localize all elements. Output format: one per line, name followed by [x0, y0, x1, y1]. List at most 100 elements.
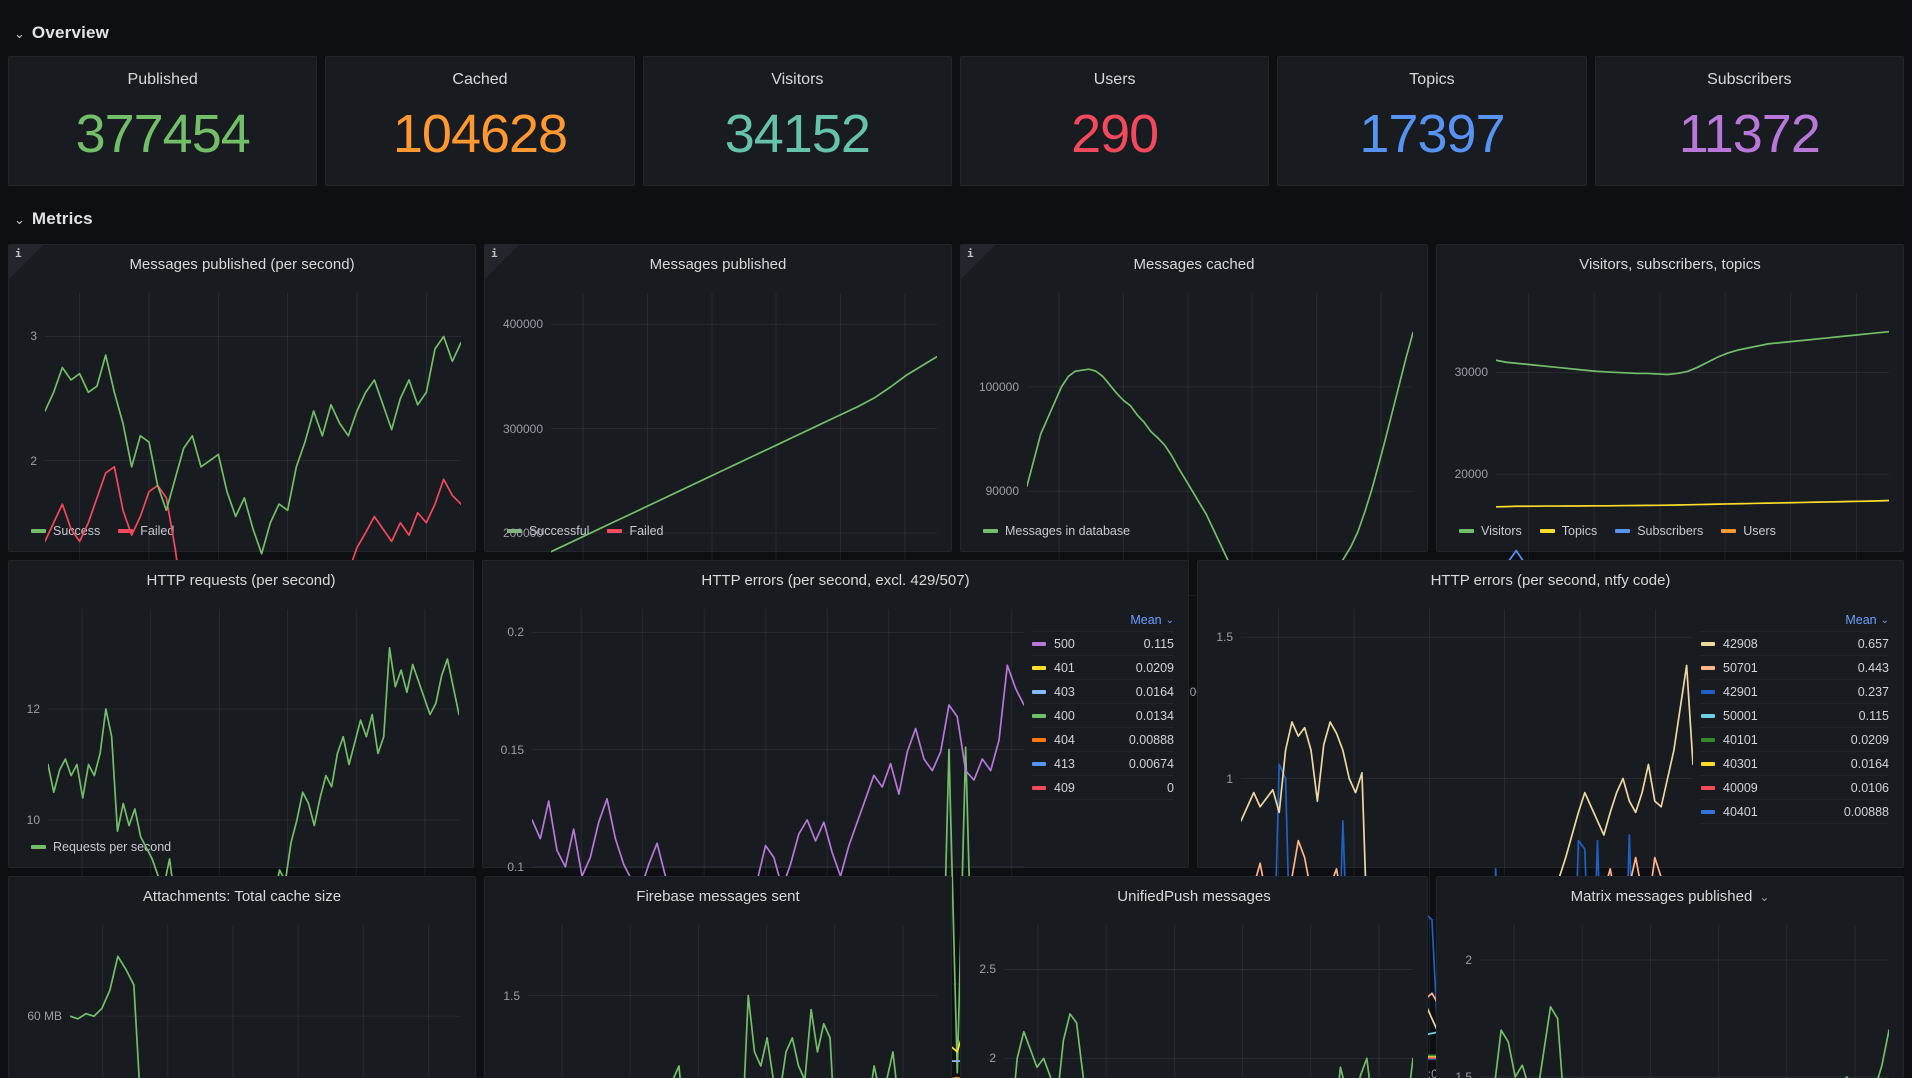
panel-title[interactable]: Messages published (per second) — [129, 256, 355, 273]
legend-table-row[interactable]: 500 0.115 — [1032, 632, 1174, 656]
panel-title[interactable]: UnifiedPush messages — [1117, 888, 1271, 905]
y-tick-label: 0.15 — [500, 742, 524, 757]
y-tick-label: 1.5 — [1216, 630, 1233, 645]
legend-item[interactable]: Visitors — [1459, 524, 1522, 538]
series-swatch-icon — [118, 529, 134, 533]
panel-title[interactable]: Messages cached — [1133, 256, 1255, 273]
panel-http-errors-status: HTTP errors (per second, excl. 429/507) … — [482, 560, 1189, 868]
legend-table-row[interactable]: 40301 0.0164 — [1701, 752, 1889, 776]
x-tick-label: 04:00 — [1414, 1067, 1445, 1078]
y-tick-label: 2 — [1465, 953, 1472, 968]
panel-title[interactable]: Attachments: Total cache size — [142, 888, 342, 905]
y-tick-label: 30000 — [1454, 365, 1488, 380]
series-swatch-icon — [1701, 737, 1715, 742]
legend-table-row[interactable]: 42908 0.657 — [1701, 632, 1889, 656]
section-metrics[interactable]: ⌄ Metrics — [8, 194, 1904, 244]
stat-title: Published — [127, 71, 198, 88]
series-mean-value: 0.00888 — [1128, 732, 1174, 747]
legend-table: Mean ⌄ 42908 0.657 50701 0.443 42901 0.237 50001… — [1701, 609, 1889, 824]
legend-table-row[interactable]: 40101 0.0209 — [1701, 728, 1889, 752]
legend-table-row[interactable]: 40009 0.0106 — [1701, 776, 1889, 800]
legend-table-row[interactable]: 50001 0.115 — [1701, 704, 1889, 728]
chart-row-1: Messages published (per second) 0123 20:… — [8, 244, 1904, 729]
series-code-label: 413 — [1054, 756, 1075, 771]
legend-table-row[interactable]: 409 0 — [1032, 776, 1174, 800]
legend-table-row[interactable]: 42901 0.237 — [1701, 680, 1889, 704]
series-code-label: 50001 — [1723, 708, 1758, 723]
y-tick-label: 12 — [26, 701, 40, 716]
panel-http-errors-ntfy: HTTP errors (per second, ntfy code) 00.5… — [1197, 560, 1904, 1078]
series-swatch-icon — [31, 845, 46, 849]
info-icon[interactable] — [961, 245, 995, 279]
legend-table-row[interactable]: 40401 0.00888 — [1701, 800, 1889, 824]
legend-item[interactable]: Topics — [1539, 524, 1597, 538]
legend-item[interactable]: Success — [31, 524, 100, 538]
stat-title: Visitors — [771, 71, 824, 88]
legend-item[interactable]: Requests per second — [31, 840, 171, 854]
info-icon[interactable] — [9, 245, 43, 279]
y-tick-label: 200000 — [502, 525, 543, 540]
legend-mean-sort[interactable]: Mean ⌄ — [1032, 609, 1174, 632]
legend-item[interactable]: Failed — [607, 524, 664, 538]
panel-menu-chevron-icon: ⌄ — [1759, 890, 1770, 904]
plot-area[interactable] — [528, 925, 937, 1078]
panel-unifiedpush-messages: UnifiedPush messages 11.522.5 20:0000:00… — [960, 876, 1428, 1078]
legend-item[interactable]: Subscribers — [1615, 524, 1703, 538]
mean-header-label: Mean — [1130, 613, 1162, 627]
chart-row-3: Attachments: Total cache size 55 MB60 MB… — [8, 876, 1904, 1078]
panel-title[interactable]: Matrix messages published ⌄ — [1570, 888, 1770, 905]
stat-panel-subscribers: Subscribers 11372 — [1594, 56, 1904, 186]
stat-panel-topics: Topics 17397 — [1277, 56, 1587, 186]
legend-table-row[interactable]: 413 0.00674 — [1032, 752, 1174, 776]
series-mean-value: 0.0209 — [1135, 660, 1174, 675]
panel-title[interactable]: Visitors, subscribers, topics — [1579, 256, 1761, 273]
plot-area[interactable] — [1480, 925, 1889, 1078]
panel-title[interactable]: Firebase messages sent — [636, 888, 800, 905]
series-swatch-icon — [1032, 689, 1046, 694]
panel-title[interactable]: Messages published — [649, 256, 787, 273]
legend-item[interactable]: Messages in database — [983, 524, 1130, 538]
legend-table-row[interactable]: 401 0.0209 — [1032, 656, 1174, 680]
stat-title: Topics — [1409, 71, 1455, 88]
series-mean-value: 0.0209 — [1850, 732, 1889, 747]
section-overview[interactable]: ⌄ Overview — [8, 10, 1904, 56]
legend-table-row[interactable]: 400 0.0134 — [1032, 704, 1174, 728]
panel-visitors-subscribers-topics: Visitors, subscribers, topics 0100002000… — [1436, 244, 1904, 706]
y-tick-label: 0.2 — [507, 625, 524, 640]
legend-table-row[interactable]: 403 0.0164 — [1032, 680, 1174, 704]
panel-title[interactable]: HTTP requests (per second) — [146, 572, 336, 589]
legend-table-row[interactable]: 404 0.00888 — [1032, 728, 1174, 752]
legend: Visitors Topics Subscribers Users — [1447, 517, 1889, 545]
plot-area[interactable] — [1004, 925, 1413, 1078]
section-title: Overview — [31, 23, 110, 42]
legend-table-row[interactable]: 50701 0.443 — [1701, 656, 1889, 680]
legend-item[interactable]: Users — [1721, 524, 1776, 538]
plot-area[interactable] — [70, 925, 461, 1078]
series-code-label: 42901 — [1723, 684, 1758, 699]
info-icon[interactable] — [485, 245, 519, 279]
series-swatch-icon — [1032, 641, 1046, 646]
series-mean-value: 0.0106 — [1850, 780, 1889, 795]
stat-value: 290 — [1071, 104, 1159, 164]
y-tick-label: 0.1 — [507, 859, 524, 874]
legend-mean-sort[interactable]: Mean ⌄ — [1701, 609, 1889, 632]
legend-item[interactable]: Successful — [507, 524, 589, 538]
mean-header-label: Mean — [1845, 613, 1877, 627]
series-mean-value: 0.00888 — [1843, 804, 1889, 819]
series-code-label: 42908 — [1723, 636, 1758, 651]
y-tick-label: 2.5 — [979, 962, 996, 977]
y-tick-label: 2 — [30, 453, 37, 468]
legend-item[interactable]: Failed — [118, 524, 174, 538]
panel-title[interactable]: HTTP errors (per second, excl. 429/507) — [701, 572, 970, 589]
panel-firebase-messages: Firebase messages sent 0.511.5 20:0000:0… — [484, 876, 952, 1078]
series-mean-value: 0.0134 — [1135, 708, 1174, 723]
y-tick-label: 90000 — [985, 484, 1019, 499]
chevron-down-icon: ⌄ — [1165, 614, 1174, 626]
series-swatch-icon — [1701, 713, 1715, 718]
series-mean-value: 0.00674 — [1128, 756, 1174, 771]
panel-title[interactable]: HTTP errors (per second, ntfy code) — [1430, 572, 1671, 589]
series-swatch-icon — [1032, 737, 1046, 742]
panel-messages-published-total: Messages published 100000200000300000400… — [484, 244, 952, 699]
y-tick-label: 300000 — [502, 421, 543, 436]
